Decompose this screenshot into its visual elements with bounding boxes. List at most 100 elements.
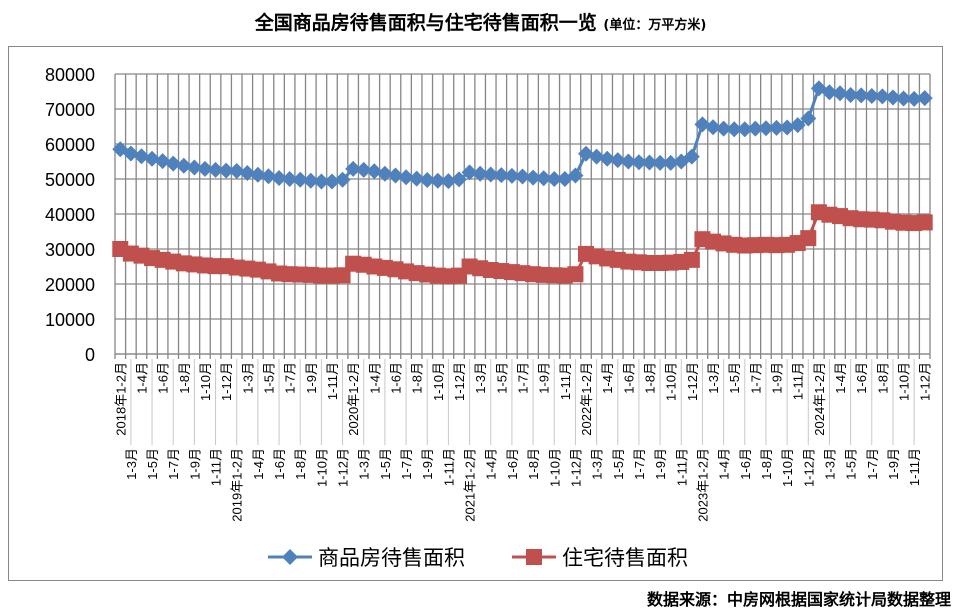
x-tick-label: 1-4月 (134, 362, 149, 394)
data-point-diamond (133, 148, 150, 165)
x-tick-label: 1-8月 (875, 362, 890, 394)
data-point-diamond (429, 172, 446, 189)
data-point-diamond (323, 173, 340, 190)
x-tick-label: 1-4月 (367, 362, 382, 394)
data-point-diamond (863, 88, 880, 105)
x-tick-label: 1-11月 (325, 362, 340, 400)
data-source: 数据来源：中房网根据国家统计局数据整理 (646, 590, 951, 609)
y-tick-label: 70000 (45, 100, 95, 120)
x-tick-label: 1-10月 (431, 362, 446, 401)
data-point-diamond (546, 171, 563, 187)
legend-marker-square (526, 549, 542, 565)
data-point-diamond (366, 163, 383, 180)
data-point-diamond (165, 155, 182, 172)
y-tick-label: 80000 (45, 65, 95, 85)
y-tick-label: 0 (85, 345, 95, 365)
x-tick-label: 1-3月 (124, 448, 139, 480)
data-point-diamond (652, 154, 669, 171)
x-tick-label: 1-12月 (452, 362, 467, 401)
data-point-diamond (662, 154, 679, 171)
data-point-diamond (503, 167, 520, 184)
x-tick-label: 2020年1-2月 (346, 362, 361, 436)
data-point-diamond (355, 161, 372, 178)
x-tick-label: 1-7月 (399, 448, 414, 480)
x-tick-label: 2018年1-2月 (113, 362, 128, 436)
x-tick-label: 1-11月 (674, 448, 689, 486)
data-point-diamond (313, 173, 330, 190)
x-tick-label: 1-6月 (156, 362, 171, 394)
data-point-diamond (736, 121, 753, 138)
x-tick-label: 1-8月 (643, 362, 658, 394)
x-tick-label: 1-8月 (759, 448, 774, 480)
data-point-diamond (260, 168, 277, 185)
x-tick-label: 1-4月 (600, 362, 615, 394)
x-tick-label: 2024年1-2月 (812, 362, 827, 436)
x-tick-label: 1-6月 (738, 448, 753, 480)
data-point-diamond (249, 166, 266, 183)
x-tick-label: 1-3月 (706, 362, 721, 394)
data-point-diamond (821, 84, 838, 101)
data-point-diamond (884, 89, 901, 106)
data-point-diamond (842, 87, 859, 103)
x-tick-label: 1-12月 (336, 448, 351, 487)
data-point-diamond (535, 170, 552, 187)
x-tick-label: 2019年1-2月 (230, 448, 245, 522)
x-tick-label: 1-5月 (611, 448, 626, 480)
data-point-diamond (641, 154, 658, 171)
data-point-diamond (450, 171, 467, 188)
data-point-diamond (196, 160, 213, 177)
x-tick-label: 1-9月 (537, 362, 552, 394)
x-tick-label: 1-11月 (791, 362, 806, 400)
x-tick-label: 1-4月 (251, 448, 266, 480)
x-tick-label: 1-9月 (304, 362, 319, 394)
x-tick-label: 1-10月 (780, 448, 795, 487)
data-point-diamond (609, 152, 626, 169)
data-point-diamond (472, 165, 489, 182)
x-tick-label: 1-6月 (854, 362, 869, 394)
data-point-square (567, 266, 584, 283)
data-point-diamond (874, 88, 891, 105)
legend-label: 商品房待售面积 (318, 546, 465, 570)
y-tick-label: 40000 (45, 205, 95, 225)
x-tick-label: 1-8月 (410, 362, 425, 394)
y-tick-label: 60000 (45, 135, 95, 155)
data-point-diamond (906, 90, 923, 107)
data-point-diamond (599, 150, 616, 167)
x-tick-label: 1-9月 (770, 362, 785, 394)
x-tick-label: 1-11月 (441, 448, 456, 486)
chart-title: 全国商品房待售面积与住宅待售面积一览 (单位：万平方米) (0, 8, 961, 35)
x-tick-label: 1-10月 (547, 448, 562, 487)
x-tick-label: 1-7月 (632, 448, 647, 480)
x-tick-label: 1-6月 (388, 362, 403, 394)
data-point-diamond (705, 119, 722, 136)
x-tick-label: 1-11月 (558, 362, 573, 400)
x-tick-label: 1-8月 (177, 362, 192, 394)
x-tick-label: 1-3月 (822, 448, 837, 480)
data-point-diamond (620, 153, 637, 170)
data-point-diamond (588, 148, 605, 165)
x-tick-label: 1-5月 (727, 362, 742, 394)
x-tick-label: 1-3月 (240, 362, 255, 394)
x-tick-label: 1-12月 (568, 448, 583, 487)
x-tick-label: 1-11月 (209, 448, 224, 486)
x-tick-label: 1-7月 (865, 448, 880, 480)
data-point-diamond (175, 157, 192, 174)
data-point-diamond (207, 161, 224, 178)
data-point-diamond (895, 90, 912, 107)
legend-label: 住宅待售面积 (562, 546, 688, 570)
x-tick-label: 1-5月 (145, 448, 160, 480)
data-point-diamond (726, 121, 743, 138)
x-tick-label: 1-5月 (494, 362, 509, 394)
data-point-diamond (779, 119, 796, 136)
data-point-diamond (239, 165, 256, 182)
x-tick-label: 1-4月 (717, 448, 732, 480)
data-point-diamond (630, 154, 647, 171)
data-point-diamond (461, 164, 478, 181)
y-tick-label: 30000 (45, 240, 95, 260)
legend-marker-diamond (282, 549, 298, 565)
data-point-diamond (292, 171, 309, 188)
data-point-diamond (715, 120, 732, 137)
x-tick-label: 1-4月 (833, 362, 848, 394)
data-point-diamond (398, 169, 415, 186)
x-tick-label: 1-4月 (484, 448, 499, 480)
